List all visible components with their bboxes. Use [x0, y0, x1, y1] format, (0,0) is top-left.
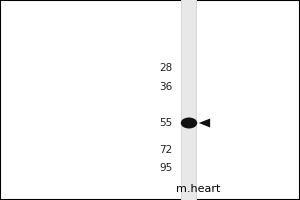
- Text: 95: 95: [159, 163, 172, 173]
- Text: 28: 28: [159, 63, 172, 73]
- Polygon shape: [199, 118, 210, 128]
- Ellipse shape: [181, 117, 197, 129]
- Text: 36: 36: [159, 82, 172, 92]
- Bar: [182, 0, 196, 200]
- Text: 55: 55: [159, 118, 172, 128]
- Text: 72: 72: [159, 145, 172, 155]
- Bar: [181, 0, 197, 200]
- Text: m.heart: m.heart: [176, 184, 220, 194]
